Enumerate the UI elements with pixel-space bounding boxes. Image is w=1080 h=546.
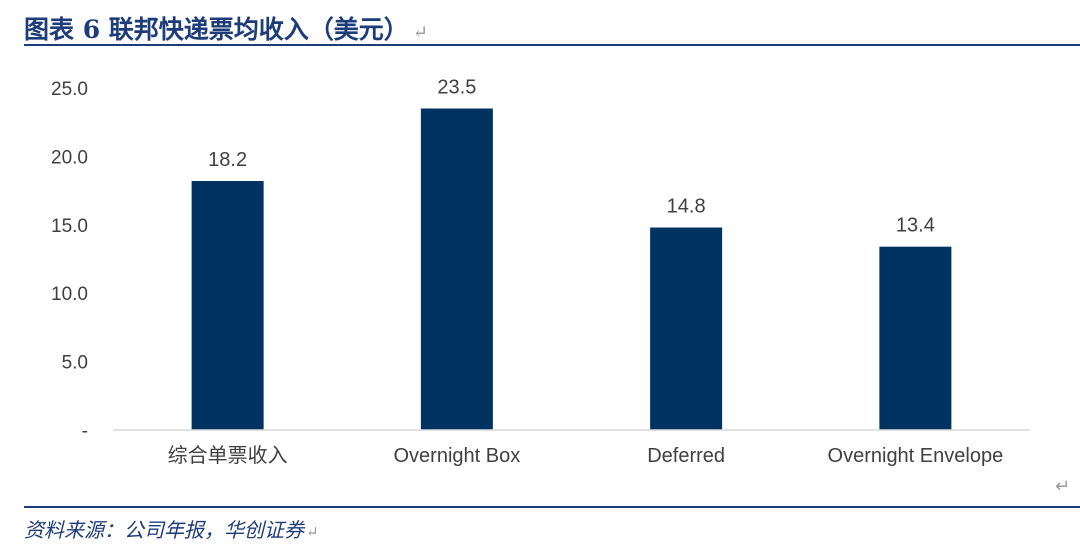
bars	[191, 108, 952, 431]
source-note: 资料来源：公司年报，华创证券 ↵	[24, 514, 319, 543]
bar	[879, 246, 952, 430]
source-text: 资料来源：公司年报，华创证券	[24, 518, 304, 542]
figure-title: 图表 6 联邦快递票均收入（美元） ↵	[24, 10, 428, 46]
y-tick-label: -	[82, 421, 88, 442]
y-tick-label: 25.0	[51, 79, 88, 100]
x-tick-label: Deferred	[647, 445, 725, 467]
y-tick-label: 15.0	[51, 216, 88, 237]
y-tick-label: 5.0	[62, 353, 88, 374]
x-axis: 综合单票收入 Overnight Box Deferred Overnight Env…	[113, 429, 1030, 467]
source-return-mark-icon: ↵	[306, 523, 319, 541]
return-mark-icon: ↵	[412, 22, 428, 43]
x-tick-label: Overnight Envelope	[828, 445, 1004, 467]
bar	[420, 108, 493, 431]
bar	[191, 181, 264, 430]
corner-return-mark-icon: ↵	[1055, 476, 1071, 496]
y-tick-label: 20.0	[51, 147, 88, 168]
bar-value-label: 18.2	[208, 149, 247, 171]
y-axis: - 5.0 10.0 15.0 20.0 25.0	[51, 79, 88, 442]
header: 图表 6 联邦快递票均收入（美元） ↵	[0, 0, 1080, 46]
bar-value-label: 23.5	[437, 77, 476, 99]
value-labels: 18.2 23.5 14.8 13.4	[208, 77, 935, 237]
x-tick-label: Overnight Box	[394, 445, 521, 467]
bar-value-label: 14.8	[667, 196, 706, 218]
source-rule	[24, 506, 1080, 508]
bar-value-label: 13.4	[896, 215, 935, 237]
y-tick-label: 10.0	[51, 284, 88, 305]
figure-title-text: 图表 6 联邦快递票均收入（美元）	[24, 15, 409, 44]
bar	[650, 227, 723, 430]
title-underline	[24, 44, 1080, 46]
x-tick-label: 综合单票收入	[168, 444, 288, 467]
